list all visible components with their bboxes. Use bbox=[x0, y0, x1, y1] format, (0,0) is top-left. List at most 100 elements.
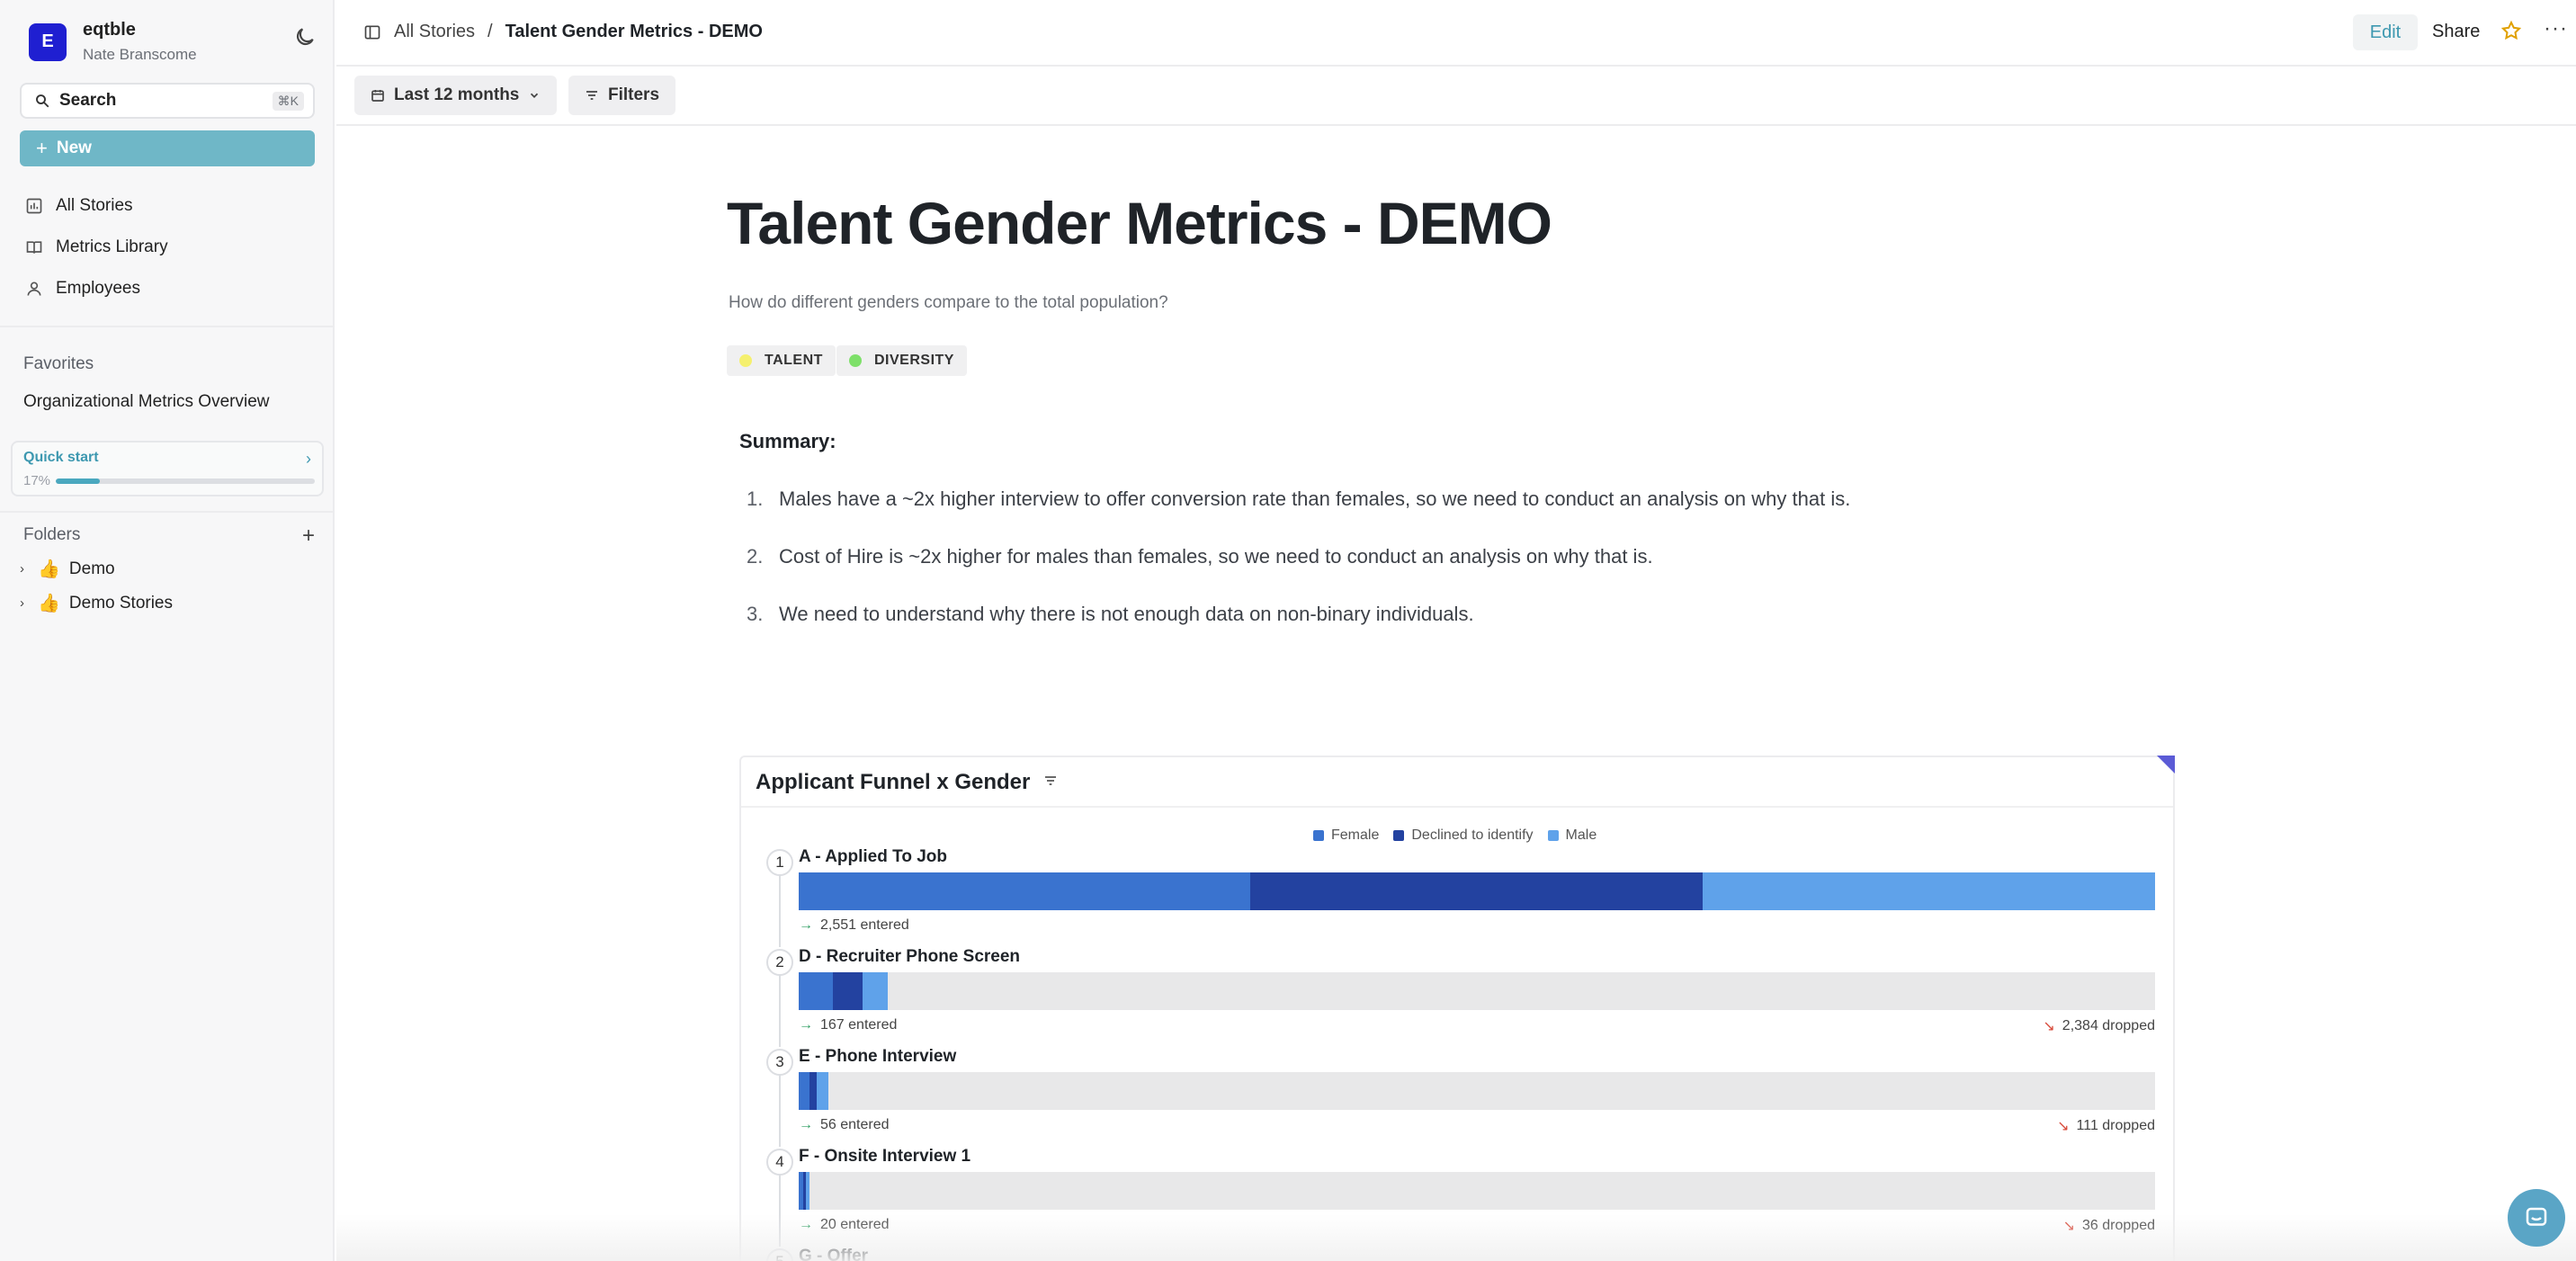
sidebar-divider bbox=[0, 326, 335, 327]
funnel-bar-segment[interactable] bbox=[1250, 872, 1703, 910]
plus-icon: + bbox=[36, 137, 48, 159]
top-bar: All Stories / Talent Gender Metrics - DE… bbox=[336, 0, 2576, 67]
funnel-bar-track bbox=[799, 972, 2155, 1010]
tag-color-dot bbox=[849, 354, 862, 367]
arrow-right-icon: → bbox=[799, 1017, 813, 1033]
chevron-right-icon[interactable]: › bbox=[20, 561, 24, 577]
funnel-bar-segment[interactable] bbox=[799, 972, 834, 1010]
summary-number: 1. bbox=[747, 487, 764, 510]
favorites-heading: Favorites bbox=[23, 354, 94, 373]
quick-start-progress bbox=[56, 478, 315, 484]
summary-text: Cost of Hire is ~2x higher for males tha… bbox=[779, 545, 1653, 568]
legend-item: Male bbox=[1547, 827, 1597, 844]
share-button[interactable]: Share bbox=[2432, 22, 2481, 41]
stage-connector bbox=[779, 874, 781, 947]
funnel-bar-segment[interactable] bbox=[862, 972, 888, 1010]
chart-header: Applicant Funnel x Gender bbox=[741, 757, 2173, 808]
quick-start-card[interactable]: Quick start › 17% bbox=[11, 441, 324, 496]
chevron-down-icon bbox=[531, 93, 539, 98]
favorite-item[interactable]: Organizational Metrics Overview bbox=[23, 392, 270, 411]
thumbs-up-icon: 👍 bbox=[38, 559, 60, 579]
entered-label: 2,551 entered bbox=[820, 917, 909, 933]
stage-number: 2 bbox=[766, 949, 793, 976]
chevron-right-icon[interactable]: › bbox=[20, 595, 24, 611]
folder-item-demo-stories[interactable]: › 👍 Demo Stories bbox=[20, 592, 173, 614]
entered-count: → 56 entered bbox=[799, 1117, 890, 1133]
sidebar-item-metrics-library[interactable]: Metrics Library bbox=[25, 237, 168, 257]
folder-label: Demo Stories bbox=[68, 593, 174, 613]
stage-connector bbox=[779, 1174, 781, 1247]
stage-connector bbox=[779, 974, 781, 1047]
summary-item: 2. Cost of Hire is ~2x higher for males t… bbox=[747, 545, 1653, 568]
filter-bar: Last 12 months Filters bbox=[336, 68, 2576, 126]
legend-label: Male bbox=[1565, 827, 1597, 843]
funnel-bar-segment[interactable] bbox=[799, 1072, 809, 1110]
funnel-bar-segment[interactable] bbox=[805, 1172, 809, 1210]
workspace-logo: E bbox=[29, 22, 67, 61]
funnel-bar-segment[interactable] bbox=[809, 1072, 818, 1110]
page-title: Talent Gender Metrics - DEMO bbox=[727, 190, 1552, 256]
filters-label: Filters bbox=[608, 85, 660, 104]
funnel-bar-segment[interactable] bbox=[799, 872, 1251, 910]
summary-text: Males have a ~2x higher interview to off… bbox=[779, 487, 1851, 510]
sidebar-toggle-icon[interactable] bbox=[363, 23, 381, 41]
sidebar-item-all-stories[interactable]: All Stories bbox=[25, 196, 133, 216]
stage-label: E - Phone Interview bbox=[799, 1047, 957, 1066]
funnel-bar-segment[interactable] bbox=[833, 972, 863, 1010]
tag-label: DIVERSITY bbox=[874, 353, 954, 368]
chart-legend: Female Declined to identify Male bbox=[1313, 827, 1611, 844]
workspace-switcher[interactable]: E eqtble Nate Branscome bbox=[29, 20, 197, 64]
quick-start-progress-fill bbox=[56, 478, 100, 484]
chat-icon bbox=[2526, 1207, 2547, 1226]
filter-icon[interactable] bbox=[1043, 774, 1058, 788]
workspace-user: Nate Branscome bbox=[83, 46, 197, 63]
edit-button[interactable]: Edit bbox=[2353, 14, 2418, 50]
tag-color-dot bbox=[739, 354, 752, 367]
summary-item: 3. We need to understand why there is not… bbox=[747, 603, 1474, 626]
legend-swatch bbox=[1547, 830, 1559, 841]
stories-icon bbox=[26, 198, 42, 214]
chat-button[interactable] bbox=[2508, 1189, 2565, 1247]
stage-label: F - Onsite Interview 1 bbox=[799, 1147, 971, 1166]
thumbs-up-icon: 👍 bbox=[38, 594, 60, 613]
page-subtitle: How do different genders compare to the … bbox=[729, 293, 1168, 312]
stage-number: 1 bbox=[766, 849, 793, 876]
filters-button[interactable]: Filters bbox=[568, 76, 676, 115]
dropped-count: ↘ 2,384 dropped bbox=[2043, 1017, 2155, 1035]
funnel-bar-segment[interactable] bbox=[799, 1172, 803, 1210]
person-icon bbox=[27, 282, 41, 296]
tag-talent[interactable]: TALENT bbox=[727, 345, 836, 376]
funnel-bar-segment[interactable] bbox=[802, 1172, 806, 1210]
sidebar-item-employees[interactable]: Employees bbox=[25, 279, 140, 299]
stage-label: A - Applied To Job bbox=[799, 847, 947, 866]
add-folder-icon[interactable]: + bbox=[302, 523, 316, 548]
sidebar-item-label: All Stories bbox=[56, 196, 133, 215]
stage-number: 3 bbox=[766, 1049, 793, 1076]
funnel-bar-track bbox=[799, 872, 2155, 910]
legend-label: Declined to identify bbox=[1411, 827, 1534, 843]
summary-number: 3. bbox=[747, 603, 764, 625]
tag-diversity[interactable]: DIVERSITY bbox=[836, 345, 967, 376]
book-icon bbox=[26, 241, 42, 254]
dropped-label: 2,384 dropped bbox=[2062, 1018, 2155, 1033]
sidebar-item-label: Metrics Library bbox=[56, 237, 168, 256]
arrow-down-right-icon: ↘ bbox=[2043, 1019, 2055, 1034]
new-button[interactable]: + New bbox=[20, 130, 315, 166]
arrow-right-icon: → bbox=[799, 917, 813, 933]
funnel-bar-segment[interactable] bbox=[817, 1072, 829, 1110]
legend-item: Female bbox=[1313, 827, 1379, 844]
summary-text: We need to understand why there is not e… bbox=[779, 603, 1474, 625]
folder-item-demo[interactable]: › 👍 Demo bbox=[20, 558, 115, 580]
stage-number: 4 bbox=[766, 1149, 793, 1176]
sidebar: E eqtble Nate Branscome Search ⌘K + New … bbox=[0, 0, 335, 1261]
summary-heading: Summary: bbox=[739, 430, 836, 452]
star-icon[interactable] bbox=[2500, 20, 2522, 41]
funnel-bar-segment[interactable] bbox=[1702, 872, 2155, 910]
workspace-name: eqtble bbox=[83, 20, 136, 40]
breadcrumb-root[interactable]: All Stories bbox=[394, 22, 476, 41]
dropped-count: ↘ 111 dropped bbox=[2057, 1117, 2155, 1135]
search-input[interactable]: Search ⌘K bbox=[20, 83, 315, 119]
date-range-button[interactable]: Last 12 months bbox=[354, 76, 558, 115]
more-options-icon[interactable]: ··· bbox=[2544, 16, 2568, 40]
moon-icon[interactable] bbox=[293, 25, 317, 49]
